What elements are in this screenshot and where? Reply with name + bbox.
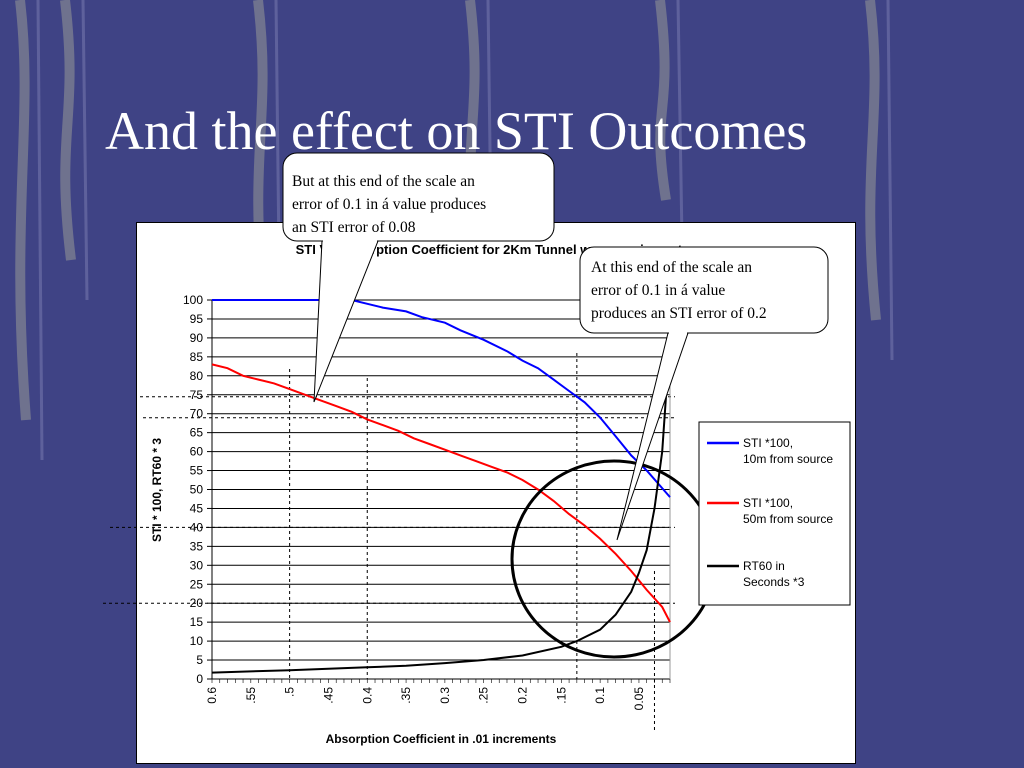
x-tick-label: .25	[477, 687, 491, 704]
x-tick-label: 0.05	[632, 687, 646, 711]
x-axis-title: Absorption Coefficient in .01 increments	[326, 732, 557, 746]
callout-bubble: At this end of the scale an error of 0.1 …	[579, 246, 829, 541]
guide-lines	[103, 353, 675, 733]
x-tick-label: .45	[321, 687, 335, 704]
y-tick-label: 25	[190, 577, 204, 591]
x-tick-label: .35	[399, 687, 413, 704]
x-tick-label: 0.2	[516, 687, 530, 704]
callout-bubble: But at this end of the scale an error of …	[282, 152, 555, 403]
y-tick-label: 65	[190, 426, 204, 440]
axes: 0 5 10 15 20 25 30 35 40 45 50 55 60 65 70 75 80 85 90 95 10…	[183, 293, 671, 711]
callout-text: But at this end of the scale an error of …	[292, 173, 486, 236]
y-tick-label: 100	[183, 293, 203, 307]
legend: STI *100, 10m from source STI *100, 50m fro…	[698, 421, 851, 606]
y-tick-label: 70	[190, 407, 204, 421]
y-tick-label: 10	[190, 634, 204, 648]
y-tick-label: 20	[190, 596, 204, 610]
y-tick-label: 5	[196, 653, 203, 667]
y-axis-title: STI * 100, RT60 * 3	[150, 438, 164, 542]
y-tick-label: 80	[190, 369, 204, 383]
y-tick-label: 95	[190, 312, 204, 326]
x-tick-label: 0.4	[360, 687, 374, 704]
background-streak	[15, 0, 44, 461]
legend-label: RT60 in Seconds *3	[743, 559, 805, 589]
series-group	[211, 299, 671, 674]
callout-pointer	[313, 240, 379, 403]
y-tick-label: 0	[196, 672, 203, 686]
legend-frame	[698, 421, 851, 606]
callout-text: At this end of the scale an error of 0.1 …	[591, 259, 767, 322]
y-tick-label: 15	[190, 615, 204, 629]
x-tick-label: .55	[244, 687, 258, 704]
x-tick-label: 0.1	[593, 687, 607, 704]
y-tick-label: 90	[190, 331, 204, 345]
y-tick-label: 75	[190, 388, 204, 402]
slide-title: And the effect on STI Outcomes	[105, 101, 808, 161]
x-tick-label: .5	[283, 687, 297, 697]
y-tick-label: 30	[190, 558, 204, 572]
y-tick-label: 45	[190, 501, 204, 515]
gridlines	[212, 299, 670, 661]
callout-box	[282, 152, 555, 242]
y-tick-label: 35	[190, 539, 204, 553]
x-tick-label: 0.3	[438, 687, 452, 704]
x-tick-label: .15	[554, 687, 568, 704]
series-line-2	[211, 363, 671, 623]
callouts: But at this end of the scale an error of …	[282, 152, 829, 541]
background-streak	[655, 0, 684, 241]
highlight-circle	[510, 459, 718, 659]
series-line-3	[211, 299, 671, 674]
legend-label: STI *100, 50m from source	[743, 496, 833, 526]
y-tick-label: 55	[190, 464, 204, 478]
x-tick-label: 0.6	[205, 687, 219, 704]
y-tick-label: 85	[190, 350, 204, 364]
y-tick-label: 50	[190, 483, 204, 497]
legend-label: STI *100, 10m from source	[743, 436, 833, 466]
background-streak	[865, 0, 894, 361]
background-streak	[60, 0, 89, 301]
y-tick-label: 60	[190, 445, 204, 459]
y-tick-label: 40	[190, 520, 204, 534]
callout-box	[579, 246, 829, 334]
